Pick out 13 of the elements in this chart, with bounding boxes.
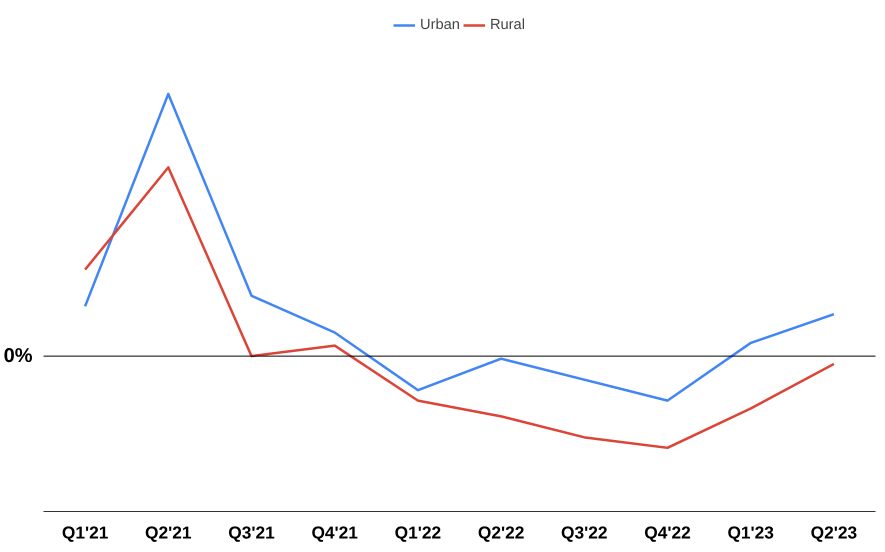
x-tick-label: Q1'23: [727, 522, 774, 542]
x-tick-label: Q2'21: [145, 522, 192, 542]
x-tick-label: Q1'21: [62, 522, 109, 542]
x-tick-label: Q4'21: [311, 522, 358, 542]
x-tick-label: Q3'21: [228, 522, 276, 542]
x-tick-label: Q2'22: [478, 522, 524, 542]
x-tick-label: Q3'22: [561, 522, 608, 542]
legend-label: Urban: [420, 17, 460, 33]
ref-line-label: 0%: [4, 345, 33, 368]
x-tick-label: Q2'23: [810, 522, 858, 542]
x-tick-label: Q4'22: [644, 522, 691, 542]
x-tick-label: Q1'22: [394, 522, 442, 542]
legend-label: Rural: [490, 17, 525, 33]
